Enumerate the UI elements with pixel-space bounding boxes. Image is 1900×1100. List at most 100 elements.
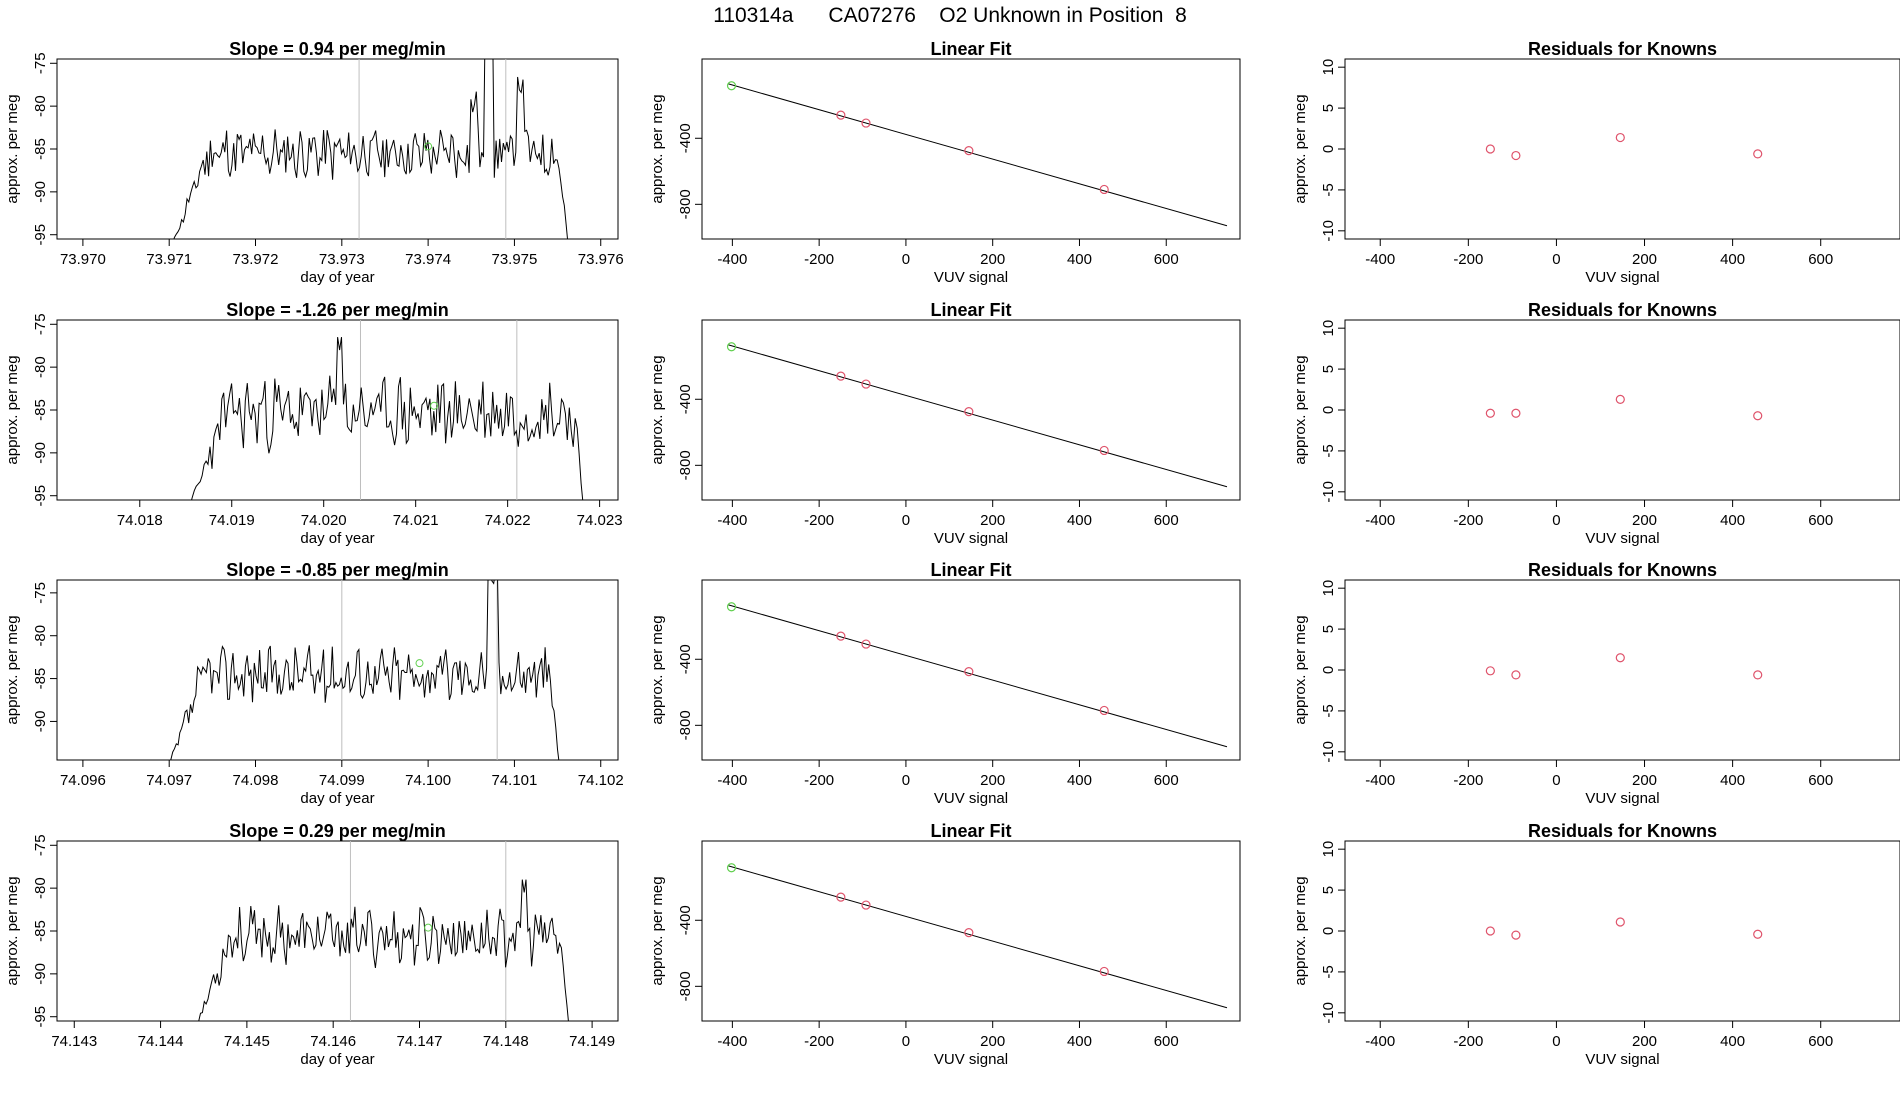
y-tick-label: -75 <box>32 582 49 604</box>
fit-line <box>727 604 1228 748</box>
y-tick-label: 0 <box>1320 666 1337 674</box>
x-tick-label: 74.101 <box>491 772 537 789</box>
x-tick-label: 74.146 <box>310 1033 356 1050</box>
figure-title: 110314a CA07276 O2 Unknown in Position 8 <box>713 4 1187 27</box>
y-tick-label: -75 <box>32 52 49 74</box>
x-tick-label: 600 <box>1154 251 1179 268</box>
panel-title: Linear Fit <box>930 300 1011 320</box>
known-point <box>836 371 846 381</box>
plot-area <box>173 59 568 239</box>
plot-area <box>726 863 1228 1009</box>
y-tick-label: -400 <box>677 123 694 153</box>
y-axis-label: approx. per meg <box>649 94 666 203</box>
x-tick-label: 200 <box>1632 772 1657 789</box>
known-point <box>861 900 871 910</box>
x-tick-label: 600 <box>1154 1033 1179 1050</box>
fit-line <box>727 344 1228 488</box>
y-tick-label: -5 <box>1320 704 1337 717</box>
x-tick-label: 0 <box>1552 512 1560 529</box>
y-tick-label: -90 <box>32 963 49 985</box>
x-tick-label: 400 <box>1067 251 1092 268</box>
x-tick-label: -400 <box>717 772 747 789</box>
x-tick-label: 74.098 <box>233 772 279 789</box>
unknown-point <box>430 401 439 410</box>
x-tick-label: -200 <box>1453 772 1483 789</box>
known-point <box>1099 705 1109 716</box>
x-tick-label: 74.148 <box>483 1033 529 1050</box>
x-tick-label: -200 <box>1453 512 1483 529</box>
x-axis-label: VUV signal <box>934 790 1008 807</box>
known-point <box>861 639 871 649</box>
panel-title: Residuals for Knowns <box>1528 560 1717 580</box>
x-tick-label: 200 <box>980 251 1005 268</box>
y-axis-label: approx. per meg <box>1292 876 1309 985</box>
y-tick-label: -10 <box>1320 1002 1337 1024</box>
known-point <box>1753 670 1763 680</box>
x-tick-label: 200 <box>1632 512 1657 529</box>
y-axis-label: approx. per meg <box>4 355 21 464</box>
x-tick-label: 400 <box>1720 1033 1745 1050</box>
data-trace <box>198 879 569 1021</box>
x-tick-label: 73.971 <box>146 251 192 268</box>
x-tick-label: 74.149 <box>569 1033 615 1050</box>
known-point <box>1099 966 1109 977</box>
x-tick-label: 73.970 <box>60 251 106 268</box>
x-tick-label: 73.973 <box>319 251 365 268</box>
plot-area <box>726 342 1228 488</box>
y-tick-label: -85 <box>32 399 49 421</box>
x-axis-label: VUV signal <box>934 1051 1008 1068</box>
plot-area <box>170 580 560 760</box>
known-point <box>964 407 974 417</box>
y-tick-label: 0 <box>1320 406 1337 414</box>
x-tick-label: 0 <box>1552 772 1560 789</box>
plot-frame <box>1344 58 1900 240</box>
known-point <box>1615 653 1625 663</box>
x-tick-label: 600 <box>1808 1033 1833 1050</box>
known-point <box>1511 408 1521 418</box>
x-tick-label: 0 <box>902 772 910 789</box>
fit-line <box>727 865 1228 1009</box>
x-tick-label: -200 <box>804 512 834 529</box>
plot-frame <box>701 58 1241 240</box>
known-point <box>1511 670 1521 680</box>
x-tick-label: 400 <box>1720 251 1745 268</box>
x-axis-label: VUV signal <box>934 269 1008 286</box>
y-tick-label: 10 <box>1320 59 1337 76</box>
x-tick-label: -400 <box>717 1033 747 1050</box>
unknown-point <box>424 142 433 151</box>
x-tick-label: -400 <box>1365 512 1395 529</box>
x-axis-label: day of year <box>300 1051 374 1068</box>
plot-area <box>1485 394 1763 421</box>
x-tick-label: 74.143 <box>51 1033 97 1050</box>
y-tick-label: -95 <box>32 224 49 246</box>
plot-area <box>1485 132 1763 161</box>
fit-line <box>727 83 1228 227</box>
x-axis-label: VUV signal <box>1585 269 1659 286</box>
x-tick-label: 73.976 <box>578 251 624 268</box>
panel-title: Residuals for Knowns <box>1528 821 1717 841</box>
x-tick-label: 0 <box>902 251 910 268</box>
x-tick-label: -200 <box>804 251 834 268</box>
x-tick-label: -200 <box>804 1033 834 1050</box>
x-tick-label: 200 <box>1632 1033 1657 1050</box>
y-tick-label: -90 <box>32 442 49 464</box>
y-axis-label: approx. per meg <box>1292 615 1309 724</box>
x-axis-label: day of year <box>300 790 374 807</box>
x-axis-label: day of year <box>300 530 374 547</box>
known-point <box>1511 150 1521 161</box>
plot-frame <box>56 58 619 240</box>
x-tick-label: 400 <box>1067 512 1092 529</box>
y-tick-label: 5 <box>1320 625 1337 633</box>
known-point <box>1099 184 1109 195</box>
panel-time-series-row-0: Slope = 0.94 per meg/min 73.970 73.971 73.9… <box>4 39 624 286</box>
x-tick-label: 0 <box>902 512 910 529</box>
x-tick-label: 74.099 <box>319 772 365 789</box>
x-tick-label: 0 <box>1552 1033 1560 1050</box>
known-point <box>1485 408 1495 418</box>
y-tick-label: 10 <box>1320 580 1337 597</box>
panel-linear-fit-row-1: Linear Fit -400 -200 0 200 400 600 -400 -800 VUV … <box>649 300 1241 547</box>
plot-area <box>726 602 1228 748</box>
data-trace <box>191 337 584 500</box>
plot-area <box>198 841 569 1021</box>
